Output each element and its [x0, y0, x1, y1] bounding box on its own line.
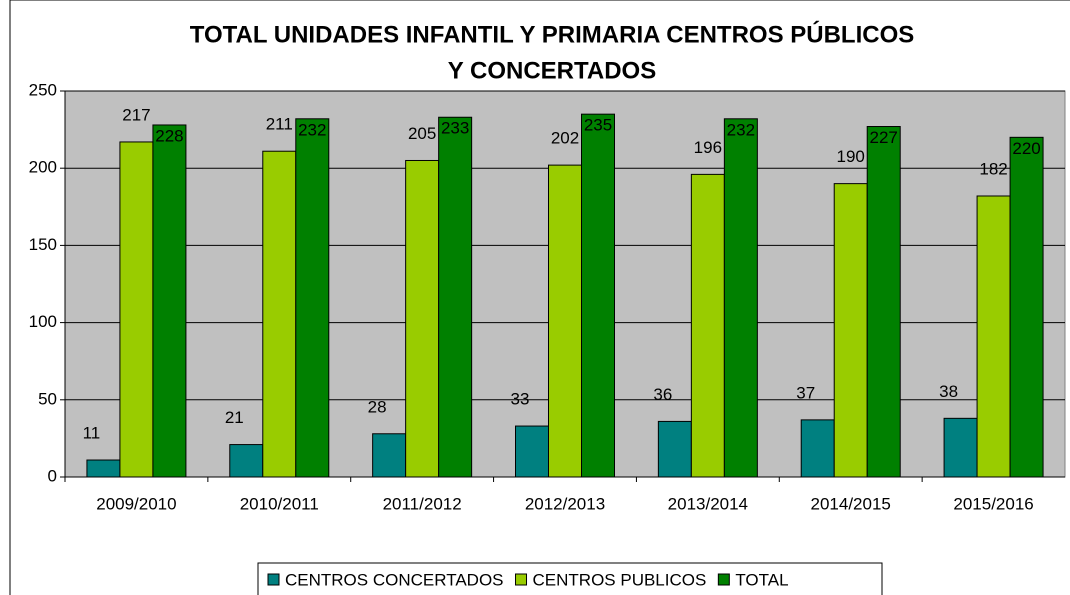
x-tick-label: 2010/2011	[240, 494, 319, 513]
bar	[372, 433, 407, 478]
data-label: 217	[122, 105, 150, 124]
data-label: 36	[653, 385, 672, 404]
data-label: 211	[266, 115, 293, 134]
x-tick-label: 2012/2013	[525, 494, 605, 513]
x-tick-label: 2015/2016	[953, 494, 1033, 513]
data-label: 205	[408, 124, 436, 143]
data-label: 38	[939, 382, 958, 401]
legend-label: CENTROS CONCERTADOS	[285, 570, 504, 589]
bar	[690, 173, 725, 478]
y-tick-label: 0	[48, 466, 57, 485]
data-label: 228	[155, 126, 183, 145]
bar	[976, 195, 1011, 478]
legend-label: CENTROS PUBLICOS	[533, 570, 707, 589]
y-tick-label: 50	[38, 389, 57, 408]
bar	[262, 150, 297, 478]
data-label: 202	[551, 129, 579, 148]
x-tick-label: 2013/2014	[668, 494, 748, 513]
chart-title: TOTAL UNIDADES INFANTIL Y PRIMARIA CENTR…	[190, 20, 915, 48]
bar	[833, 183, 868, 478]
data-label: 33	[511, 390, 530, 409]
data-label: 182	[979, 159, 1007, 178]
bar	[152, 124, 187, 478]
data-label: 196	[694, 138, 722, 157]
bar	[723, 118, 758, 478]
bar	[866, 126, 901, 478]
data-label: 227	[870, 128, 898, 147]
data-label: 21	[225, 408, 244, 427]
y-tick-label: 100	[29, 312, 57, 331]
data-label: 235	[584, 116, 612, 135]
data-label: 232	[298, 120, 326, 139]
data-label: 37	[796, 383, 815, 402]
bar	[581, 113, 615, 478]
legend-swatch	[717, 573, 730, 586]
y-tick-label: 200	[29, 158, 57, 177]
y-tick-label: 250	[29, 80, 57, 99]
data-label: 28	[368, 397, 387, 416]
data-label: 233	[441, 119, 469, 138]
data-label: 232	[727, 120, 755, 139]
data-label: 220	[1012, 139, 1040, 158]
bar	[295, 118, 330, 478]
legend-swatch	[515, 573, 528, 586]
x-tick-label: 2011/2012	[383, 494, 462, 513]
bar	[515, 425, 549, 478]
bar	[657, 420, 692, 478]
bar	[229, 444, 264, 478]
bar	[943, 417, 978, 478]
bar	[405, 159, 440, 478]
legend-swatch	[267, 573, 280, 586]
bar	[86, 459, 121, 478]
y-tick-label: 150	[29, 235, 57, 254]
bar	[548, 164, 582, 478]
data-label: 190	[837, 147, 865, 166]
legend-label: TOTAL	[735, 570, 788, 589]
data-label: 11	[83, 424, 101, 443]
x-tick-label: 2009/2010	[96, 494, 176, 513]
bar	[119, 141, 154, 478]
bar	[800, 419, 835, 478]
chart-title: Y CONCERTADOS	[448, 57, 656, 84]
x-tick-label: 2014/2015	[811, 494, 891, 513]
legend-box	[257, 562, 883, 595]
bar	[1009, 136, 1044, 478]
bar	[438, 116, 473, 478]
